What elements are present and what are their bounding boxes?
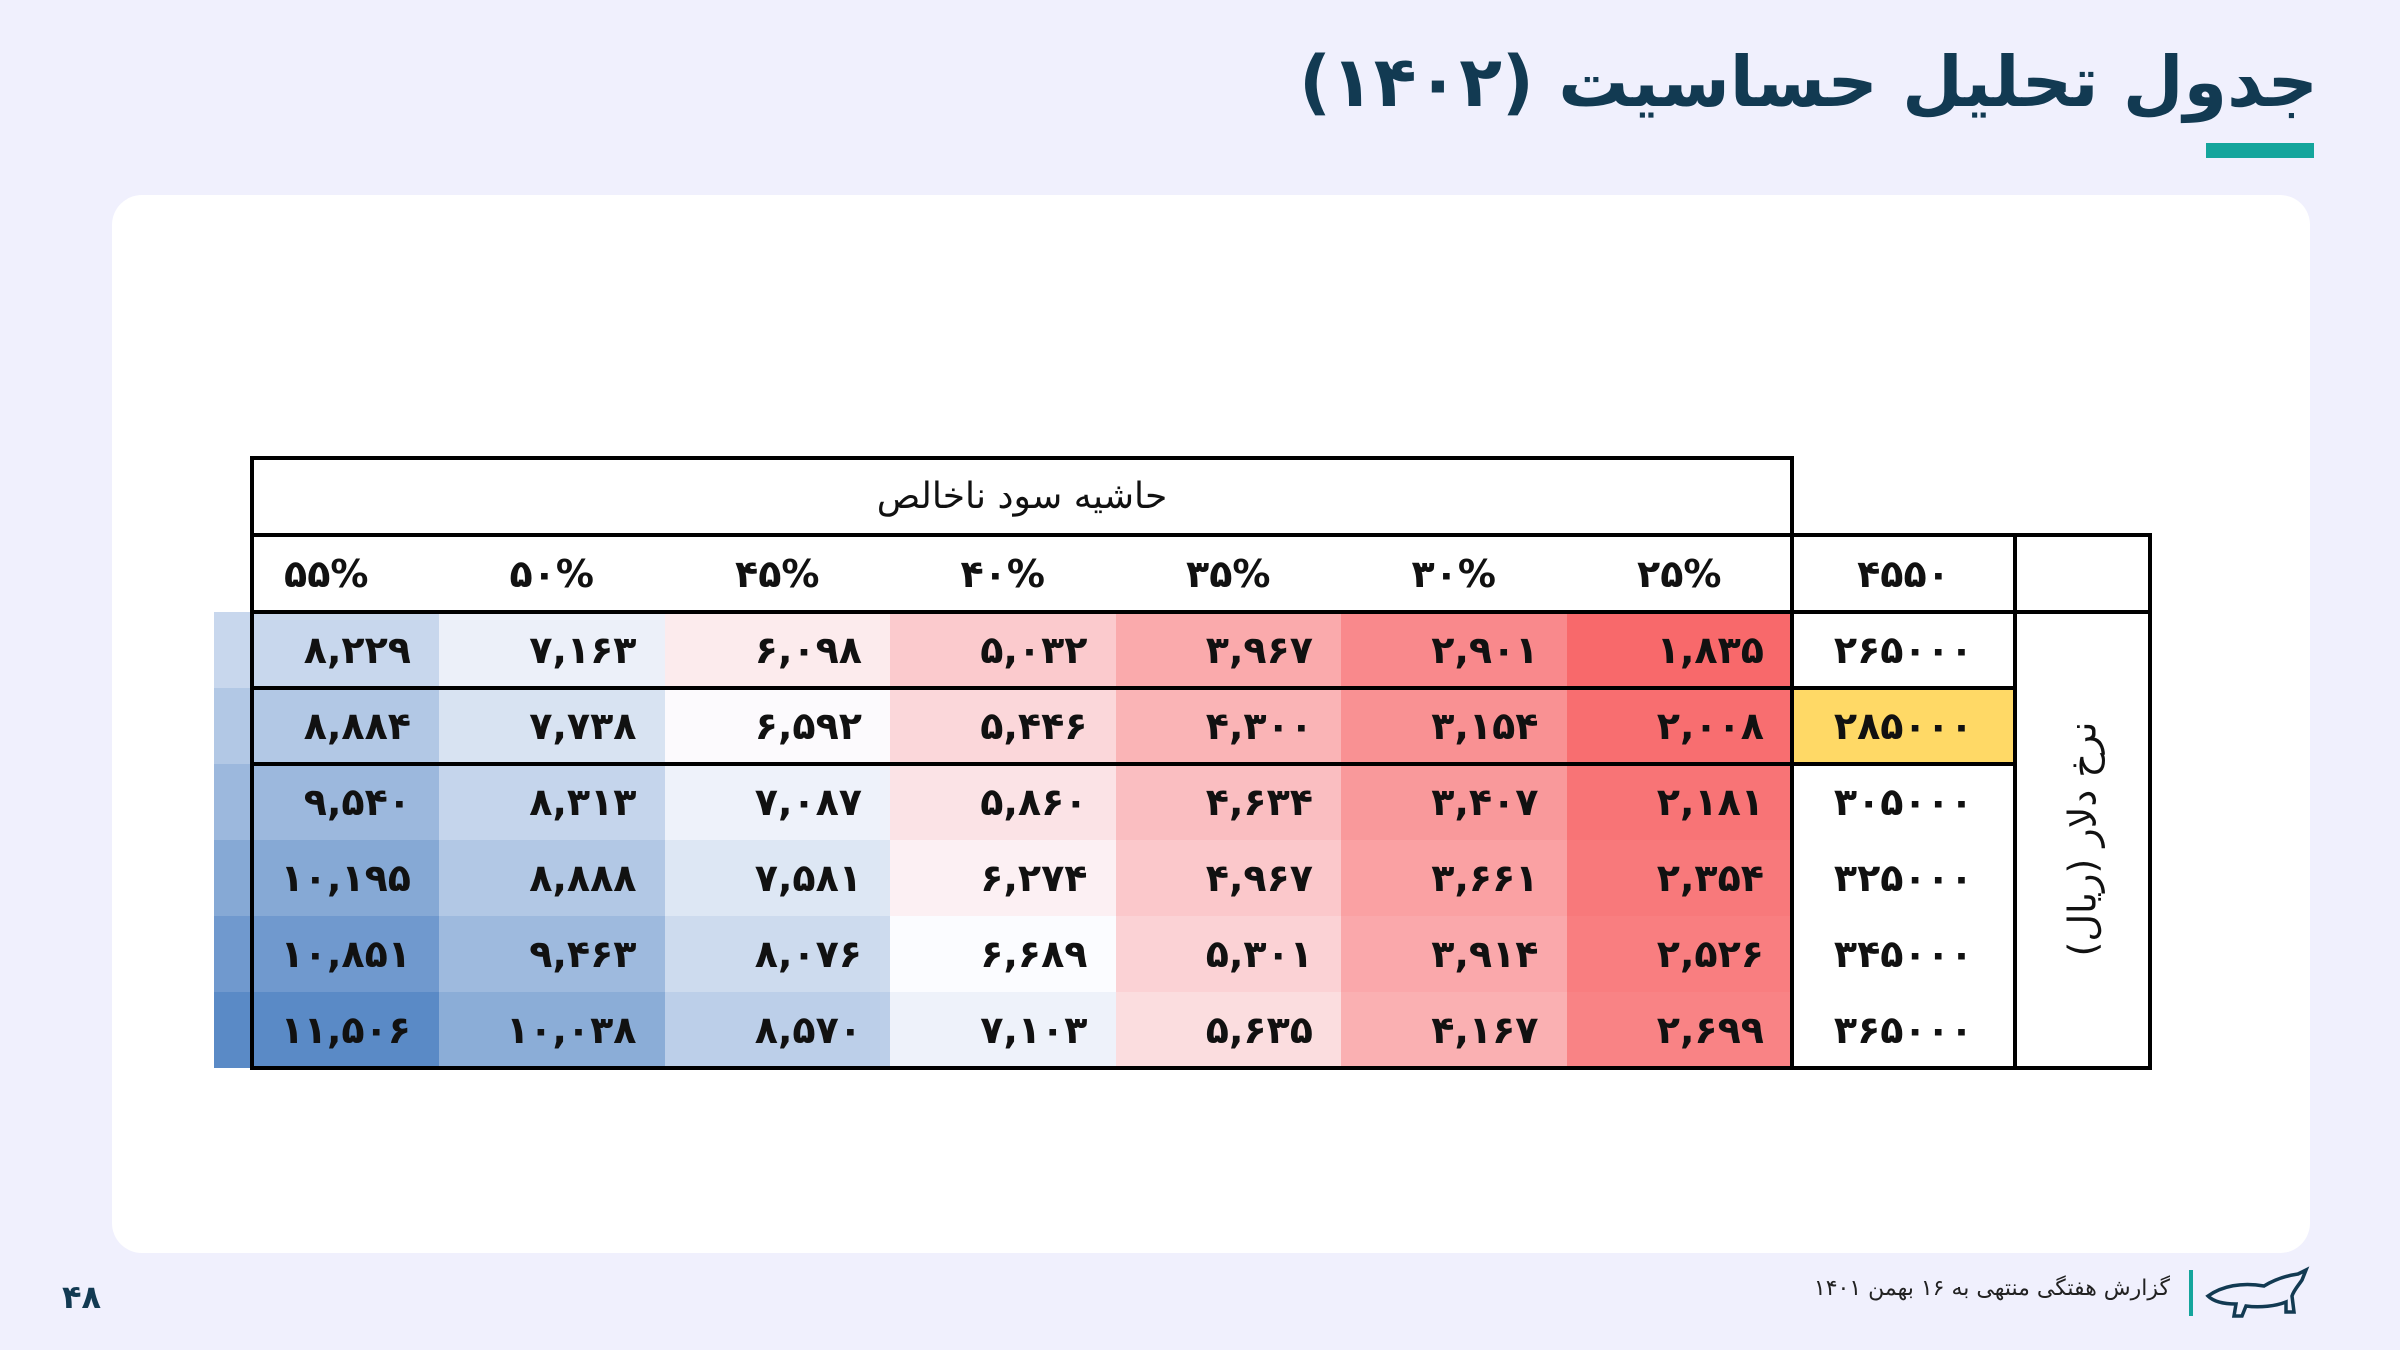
table-cell: ۲,۶۹۹	[1566, 992, 1792, 1068]
table-cell: ۶,۲۷۴	[890, 840, 1116, 916]
table-cell: ۸,۳۱۳	[439, 764, 665, 840]
column-group-header: حاشیه سود ناخالص	[876, 476, 1168, 517]
table-cell: ۲,۰۰۸	[1566, 688, 1792, 764]
title-underline	[2206, 143, 2314, 158]
table-border	[252, 1066, 2150, 1070]
column-header: ۲۵%	[1637, 551, 1722, 596]
table-cell: ۳,۶۶۱	[1341, 840, 1567, 916]
table-cell: ۷,۷۳۸	[439, 688, 665, 764]
table-cell: ۸,۵۷۰	[664, 992, 890, 1068]
table-cell: ۲,۱۸۱	[1566, 764, 1792, 840]
table-cell: ۱۰,۱۹۵	[213, 840, 439, 916]
table-cell: ۶,۶۸۹	[890, 916, 1116, 992]
column-header: ۵۵%	[284, 551, 369, 596]
table-cell: ۶,۰۹۸	[664, 612, 890, 688]
row-label: ۳۰۵۰۰۰	[1792, 764, 2015, 840]
table-cell: ۱۱,۵۰۶	[213, 992, 439, 1068]
table-cell: ۵,۳۰۱	[1115, 916, 1341, 992]
footer-divider	[2189, 1270, 2193, 1316]
row-label: ۲۶۵۰۰۰	[1792, 612, 2015, 688]
table-cell: ۲,۵۲۶	[1566, 916, 1792, 992]
table-cell: ۲,۹۰۱	[1341, 612, 1567, 688]
table-cell: ۵,۰۳۲	[890, 612, 1116, 688]
table-cell: ۸,۰۷۶	[664, 916, 890, 992]
table-cell: ۱۰,۰۳۸	[439, 992, 665, 1068]
table-cell: ۴,۱۶۷	[1341, 992, 1567, 1068]
table-cell: ۳,۹۶۷	[1115, 612, 1341, 688]
table-cell: ۴,۳۰۰	[1115, 688, 1341, 764]
footer-report-text: گزارش هفتگی منتهی به ۱۶ بهمن ۱۴۰۱	[1813, 1276, 2170, 1301]
table-border	[252, 762, 2015, 766]
table-cell: ۲,۳۵۴	[1566, 840, 1792, 916]
table-cell: ۱۰,۸۵۱	[213, 916, 439, 992]
column-header: ۴۰%	[960, 551, 1045, 596]
page-title: جدول تحلیل حساسیت (۱۴۰۲)	[1299, 41, 2318, 123]
table-cell: ۴,۶۳۴	[1115, 764, 1341, 840]
table-border	[252, 533, 2150, 537]
row-group-label: نرخ دلار (ریال)	[2060, 721, 2105, 957]
table-cell: ۵,۸۶۰	[890, 764, 1116, 840]
table-cell: ۴,۹۶۷	[1115, 840, 1341, 916]
bull-logo-icon	[2205, 1266, 2310, 1318]
table-cell: ۹,۵۴۰	[213, 764, 439, 840]
table-cell: ۷,۵۸۱	[664, 840, 890, 916]
corner-label: ۴۵۵۰	[1857, 551, 1950, 596]
table-cell: ۵,۴۴۶	[890, 688, 1116, 764]
row-label: ۳۴۵۰۰۰	[1792, 916, 2015, 992]
table-border	[252, 456, 1792, 460]
table-cell: ۷,۱۰۳	[890, 992, 1116, 1068]
table-cell: ۳,۱۵۴	[1341, 688, 1567, 764]
table-border	[1790, 456, 1794, 1070]
row-label: ۳۶۵۰۰۰	[1792, 992, 2015, 1068]
table-cell: ۶,۵۹۲	[664, 688, 890, 764]
table-cell: ۸,۸۸۸	[439, 840, 665, 916]
column-header: ۳۰%	[1411, 551, 1496, 596]
column-header: ۳۵%	[1186, 551, 1271, 596]
table-border	[2148, 533, 2152, 1070]
table-cell: ۹,۴۶۳	[439, 916, 665, 992]
column-header: ۵۰%	[509, 551, 594, 596]
table-cell: ۷,۱۶۳	[439, 612, 665, 688]
table-cell: ۵,۶۳۵	[1115, 992, 1341, 1068]
column-header: ۴۵%	[735, 551, 820, 596]
table-cell: ۸,۸۸۴	[213, 688, 439, 764]
table-cell: ۸,۲۲۹	[213, 612, 439, 688]
table-cell: ۷,۰۸۷	[664, 764, 890, 840]
table-cell: ۱,۸۳۵	[1566, 612, 1792, 688]
row-label: ۲۸۵۰۰۰	[1792, 688, 2015, 764]
table-cell: ۳,۹۱۴	[1341, 916, 1567, 992]
table-border	[252, 610, 2150, 614]
table-border	[250, 456, 254, 1070]
row-label: ۳۲۵۰۰۰	[1792, 840, 2015, 916]
table-border	[2013, 533, 2017, 1070]
table-cell: ۳,۴۰۷	[1341, 764, 1567, 840]
table-border	[252, 686, 2015, 690]
page-number: ۴۸	[62, 1278, 102, 1316]
